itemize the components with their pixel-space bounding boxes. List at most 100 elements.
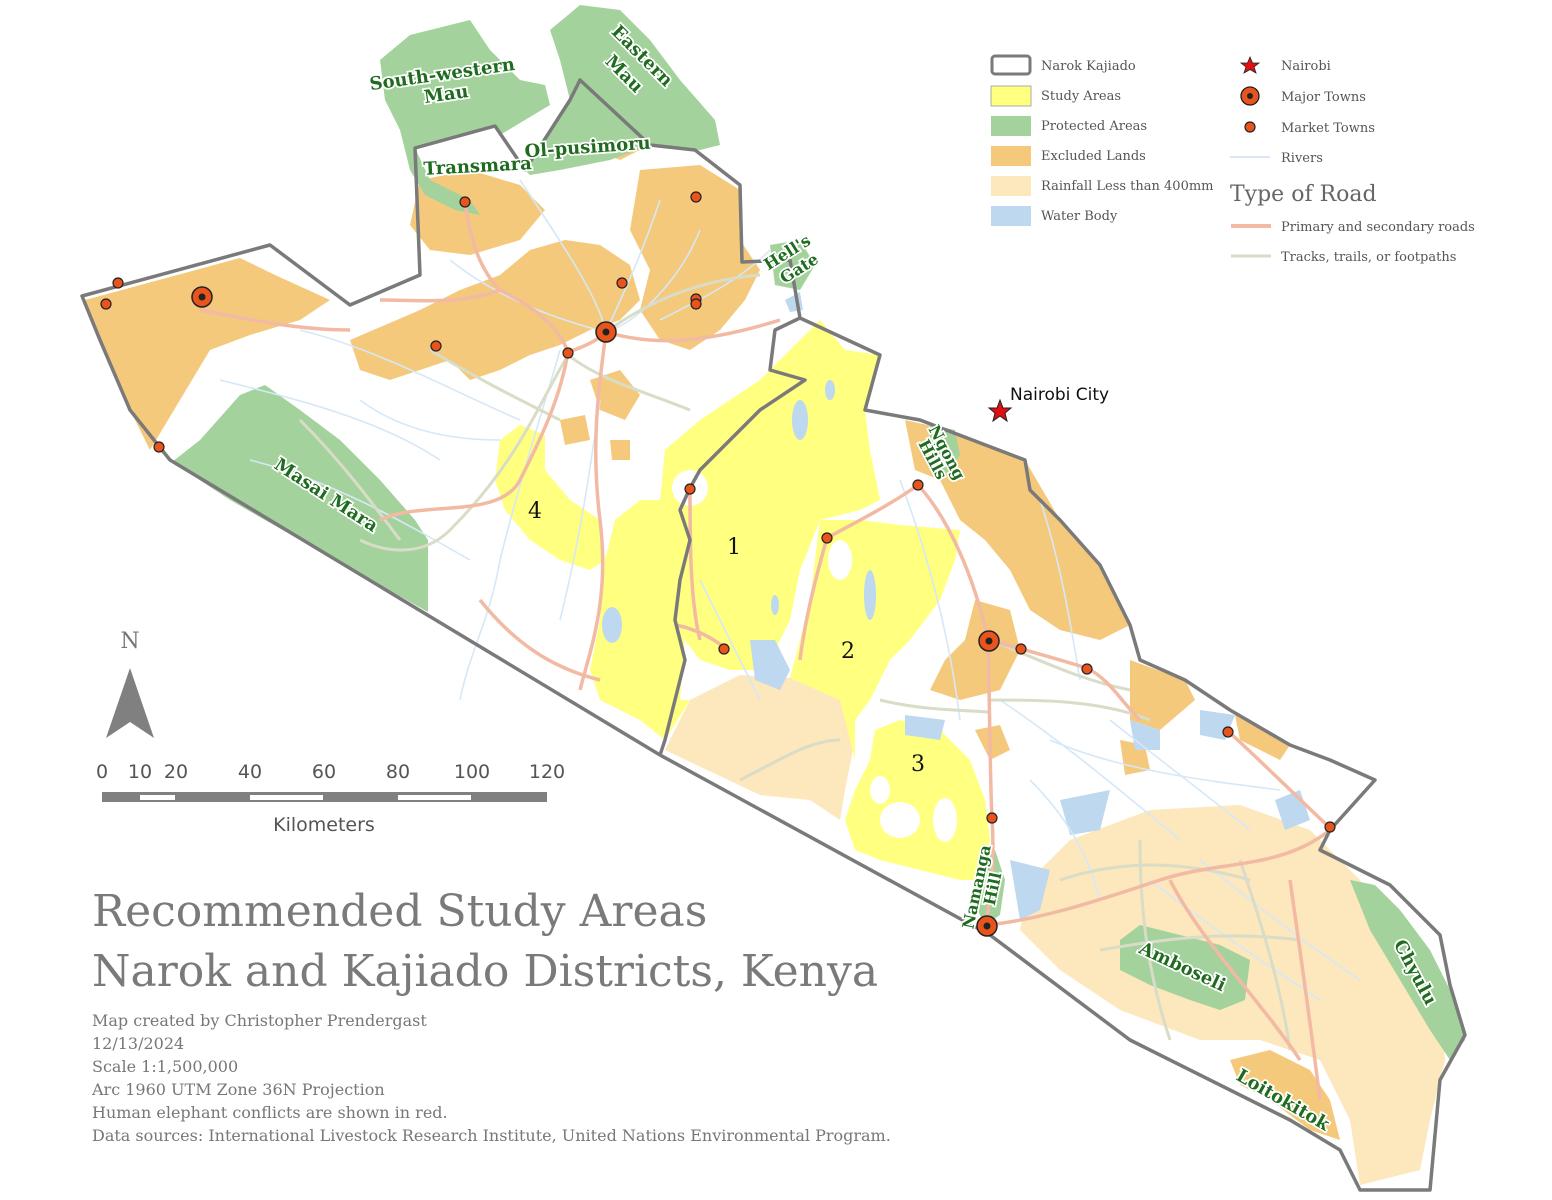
map-data-sources: Data sources: International Livestock Re… (92, 1126, 891, 1145)
study-area-1-shape (660, 320, 880, 670)
major-towns (191, 286, 1000, 937)
legend-label: Water Body (1041, 209, 1118, 224)
scale-tick-label: 40 (238, 761, 262, 783)
market-town (1015, 643, 1027, 655)
scale-tick-label: 0 (96, 761, 108, 783)
study-area-2-label: 2 (841, 639, 855, 664)
major-town (978, 630, 1000, 652)
rivers (219, 179, 1361, 1001)
legend-swatch-protected (991, 116, 1031, 136)
major-town (976, 915, 998, 937)
scale-tick-label: 100 (454, 761, 490, 783)
map-credit: Map created by Christopher Prendergast (92, 1011, 427, 1030)
market-town (153, 441, 165, 453)
map-date: 12/13/2024 (92, 1034, 184, 1053)
study-area-numbers: 1 2 3 4 (528, 499, 925, 777)
scale-tick-label: 20 (164, 761, 188, 783)
north-arrow: N (106, 629, 154, 738)
legend-swatch-study (990, 85, 1032, 107)
market-town (100, 298, 112, 310)
market-town (616, 277, 628, 289)
excluded-spot-3 (610, 440, 630, 460)
water-bodies (602, 292, 1310, 920)
legend-label: Tracks, trails, or footpaths (1281, 250, 1456, 265)
map-projection: Arc 1960 UTM Zone 36N Projection (91, 1080, 385, 1099)
legend-road-heading: Type of Road (1230, 182, 1377, 207)
study-area-4-shape (495, 425, 605, 570)
narok-kajiado-divider (658, 316, 807, 756)
north-arrow-label: N (120, 629, 139, 654)
north-arrow-icon (106, 668, 154, 738)
legend-swatch-rainfall (991, 176, 1031, 196)
market-town (430, 340, 442, 352)
map-conflict-note: Human elephant conflicts are shown in re… (92, 1103, 448, 1122)
market-town (112, 277, 124, 289)
scale-unit-label: Kilometers (273, 814, 375, 836)
legend-swatch-boundary (990, 54, 1032, 76)
market-town (718, 643, 730, 655)
study-areas (495, 320, 990, 880)
narok-kajiado-outline (80, 78, 1467, 1192)
district-boundary (80, 78, 1467, 1192)
legend-label: Rainfall Less than 400mm (1041, 179, 1214, 194)
legend-label: Market Towns (1281, 121, 1375, 136)
excluded-spot-1 (590, 370, 640, 420)
legend-label: Nairobi (1281, 59, 1331, 74)
market-town (1324, 821, 1336, 833)
legend-label: Major Towns (1281, 90, 1366, 105)
excluded-lands (85, 110, 1340, 1140)
major-town (595, 321, 617, 343)
excluded-loitokitok (1230, 1050, 1340, 1140)
nairobi-star-icon (987, 398, 1013, 423)
protected-ngong (930, 425, 960, 475)
map-title-line1: Recommended Study Areas (92, 886, 707, 937)
nairobi-city-label: Nairobi City (1010, 385, 1109, 405)
map-title-line2: Narok and Kajiado Districts, Kenya (92, 946, 878, 997)
market-town (690, 298, 702, 310)
excluded-namanga (975, 725, 1010, 760)
protected-amboseli (1120, 925, 1250, 1010)
market-town (562, 347, 574, 359)
protected-areas (172, 5, 1465, 1060)
legend-label: Study Areas (1041, 89, 1121, 104)
protected-chyulu (1350, 880, 1465, 1060)
legend-swatch-water (991, 206, 1031, 226)
legend-label: Excluded Lands (1041, 149, 1146, 164)
legend-major-town-icon (1240, 86, 1260, 106)
market-town (459, 196, 471, 208)
rainfall-zone-central (665, 675, 855, 820)
protected-masai-mara (172, 385, 428, 612)
study-area-3-shape (845, 720, 990, 880)
market-towns (100, 191, 1336, 833)
legend-label: Rivers (1281, 151, 1323, 166)
excluded-west (85, 258, 330, 450)
excluded-spot-2 (560, 415, 590, 445)
scale-bar: 0 10 20 40 60 80 100 120 Kilometers (96, 761, 565, 836)
market-town (1222, 726, 1234, 738)
scale-tick-label: 10 (128, 761, 152, 783)
legend-label: Narok Kajiado (1041, 59, 1136, 74)
legend-market-town-icon (1244, 121, 1256, 133)
map-scale: Scale 1:1,500,000 (92, 1057, 238, 1076)
protected-south-western-mau (380, 20, 550, 215)
market-town (1081, 663, 1093, 675)
scale-tick-label: 60 (312, 761, 336, 783)
market-town (684, 483, 696, 495)
legend-swatch-excluded (991, 146, 1031, 166)
major-town (191, 286, 213, 308)
study-area-left-shape (590, 500, 690, 740)
excluded-east-3 (1130, 660, 1195, 730)
market-town (690, 191, 702, 203)
excluded-east (905, 420, 1130, 640)
excluded-east-5 (1235, 715, 1290, 760)
legend-star-icon (1239, 55, 1261, 74)
tracks (298, 273, 1301, 1051)
legend: Narok Kajiado Study Areas Protected Area… (990, 54, 1475, 265)
scale-tick-label: 80 (386, 761, 410, 783)
legend-label: Primary and secondary roads (1281, 220, 1475, 235)
market-town (912, 479, 924, 491)
excluded-north-1 (350, 240, 640, 380)
protected-eastern-mau (525, 5, 720, 175)
legend-label: Protected Areas (1041, 119, 1147, 134)
